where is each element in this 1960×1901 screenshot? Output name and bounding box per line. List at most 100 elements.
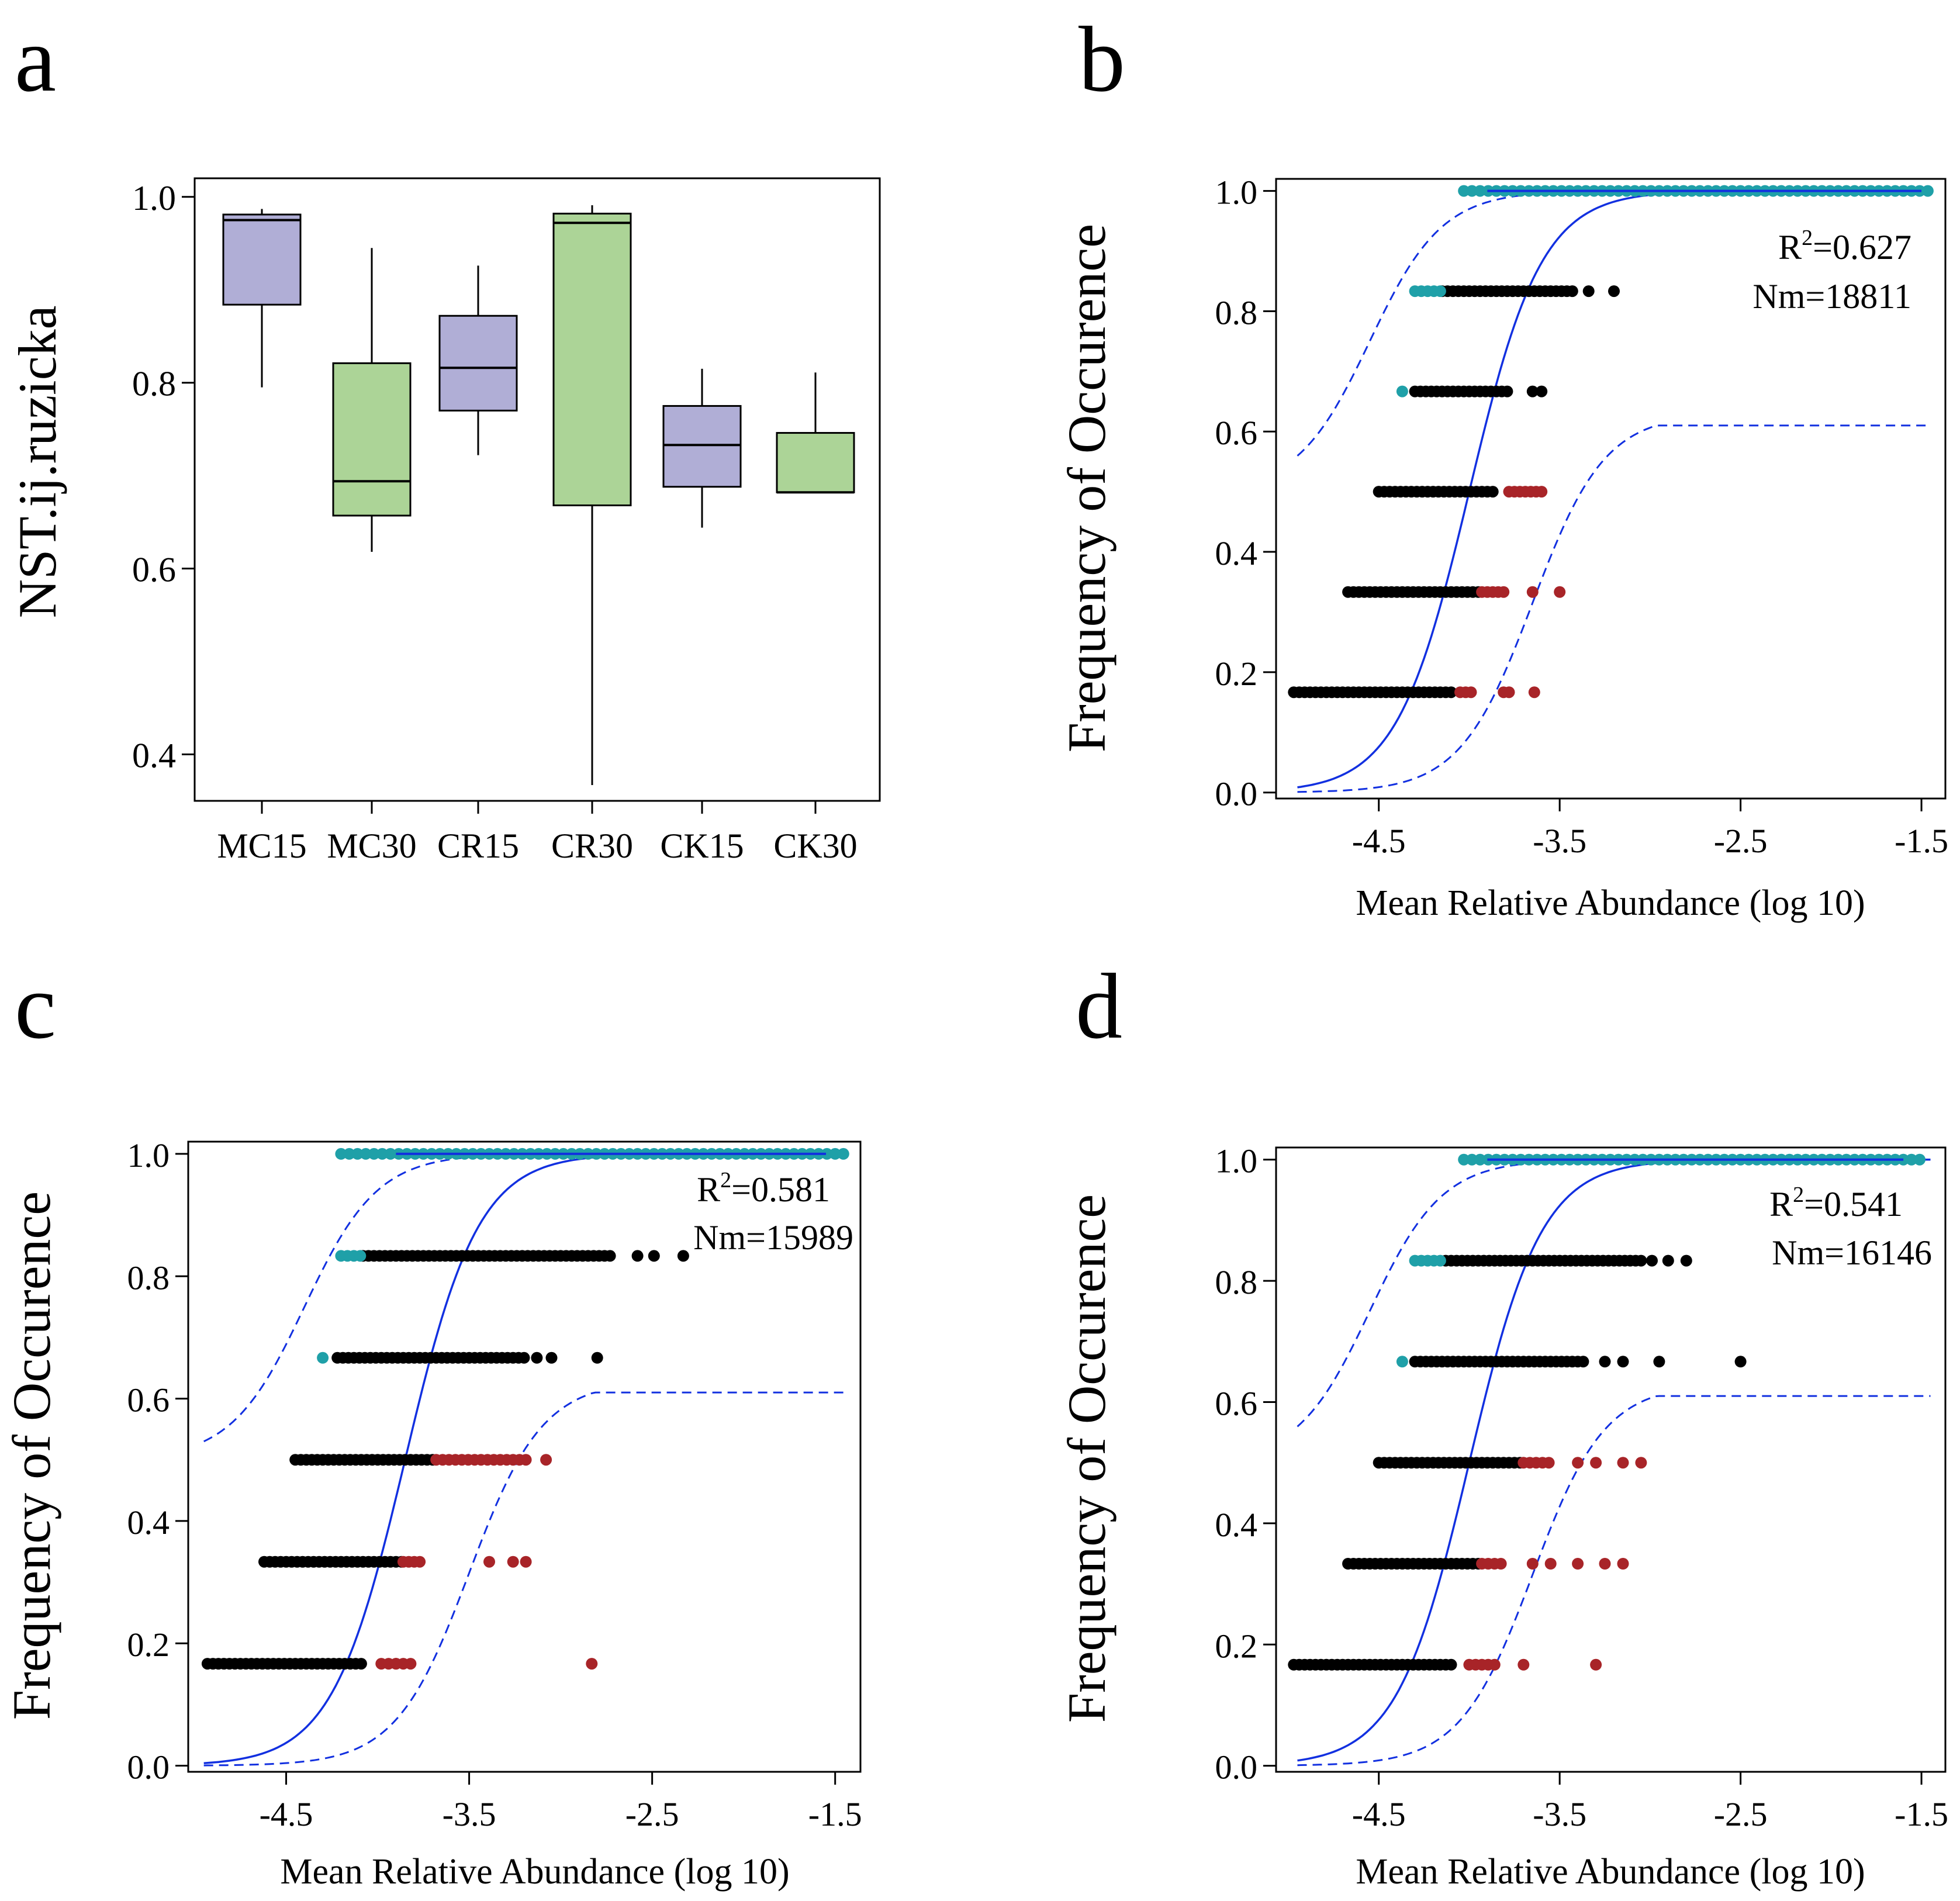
panel-d-x-tick-label: -3.5 [1533,1795,1586,1833]
point-cyan [1458,1153,1470,1166]
panel-b-r2-sup: 2 [1802,226,1813,250]
point-red [1572,1457,1584,1469]
panel-c-y-tick-label: 0.6 [127,1381,170,1419]
point-black [1653,1356,1665,1368]
panel-d-x-axis: -4.5 -3.5 -2.5 -1.5 [1352,1772,1948,1833]
panel-b-x-axis: -4.5 -3.5 -2.5 -1.5 [1352,799,1948,860]
point-red [1635,1457,1647,1469]
panel-b-y-tick-label: 0.8 [1215,293,1258,331]
panel-d-points [1288,1153,1926,1671]
point-cyan [837,1147,849,1160]
panel-d-y-axis: 0.0 0.2 0.4 0.6 0.8 1.0 [1215,1142,1276,1786]
panel-b-points [1288,185,1934,699]
point-cyan [821,1147,833,1160]
panel-c-r2: R2=0.581 [697,1168,830,1209]
point-red [1544,1558,1557,1570]
point-red [405,1658,417,1670]
panel-b-y-axis: 0.0 0.2 0.4 0.6 0.8 1.0 [1215,174,1276,813]
point-red [586,1658,598,1670]
panel-d-y-tick-label: 0.8 [1215,1263,1258,1301]
point-cyan [354,1250,367,1262]
point-cyan [1921,185,1934,197]
panel-d-x-tick-label: -4.5 [1352,1795,1406,1833]
panel-b-nm: Nm=18811 [1752,277,1911,316]
box-CK15 [662,405,742,488]
point-black [1608,285,1620,298]
point-red [1503,686,1515,699]
point-black [677,1250,689,1262]
panel-d-nm: Nm=16146 [1772,1233,1932,1272]
panel-a-y-label: NST.ij.ruzicka [8,306,67,618]
point-black [604,1250,616,1262]
panel-d-y-tick-label: 0.4 [1215,1506,1258,1544]
point-red [1590,1658,1602,1671]
point-black [1577,1356,1589,1368]
point-black [545,1352,558,1364]
panel-c-scatter: 0.0 0.2 0.4 0.6 0.8 1.0 -4.5 -3.5 -2.5 -1.5 R2=0… [2,1136,862,1892]
point-black [1536,385,1548,398]
point-cyan [1434,1254,1446,1267]
panel-a-frame [193,177,881,802]
panel-c-r2-prefix: R [697,1170,720,1209]
point-red [540,1454,552,1466]
panel-c-y-tick-label: 0.8 [127,1259,170,1297]
panel-a-x-tick-label: CR30 [551,827,633,865]
point-black [1617,1356,1629,1368]
panel-a-y-tick-label: 0.6 [132,551,176,589]
panel-a-y-axis: 0.4 0.6 0.8 1.0 [132,179,195,775]
point-red [1543,1457,1555,1469]
panel-label-d: d [1076,954,1122,1058]
point-red [1495,1558,1507,1570]
point-red [1536,486,1548,498]
panel-b-x-tick-label: -3.5 [1533,822,1586,860]
point-black [1566,285,1578,298]
panel-a-boxplot: 0.4 0.6 0.8 1.0 MC15 MC30 CR15 CR30 CK15 CK30 NS… [8,177,881,865]
point-cyan [335,1147,347,1160]
panel-d-r2-prefix: R [1769,1185,1793,1223]
point-black [355,1658,367,1670]
point-cyan [385,1147,396,1160]
point-cyan [1906,1153,1917,1166]
panel-b-r2-prefix: R [1778,228,1802,267]
panel-d-r2-value: =0.541 [1804,1185,1903,1223]
panel-label-b: b [1078,7,1125,111]
panel-c-y-tick-label: 0.4 [127,1503,170,1541]
point-cyan [1458,185,1470,197]
point-cyan [1396,1356,1408,1368]
panel-d-y-label: Frequency of Occurence [1057,1194,1116,1723]
panel-a-y-tick-label: 0.8 [132,365,176,403]
panel-a-y-tick-label: 0.4 [132,737,176,775]
panel-d-x-tick-label: -2.5 [1714,1795,1768,1833]
box-CR30 [552,212,632,507]
point-black [591,1352,603,1364]
box-MC30 [332,362,412,517]
point-black [1599,1356,1611,1368]
point-black [1646,1254,1658,1267]
point-red [390,1658,402,1670]
point-red [1617,1558,1629,1570]
fit-lower-bound [203,1391,845,1767]
panel-a-x-tick-label: CK30 [773,827,857,865]
point-black [1662,1254,1674,1267]
panel-c-y-tick-label: 1.0 [127,1136,170,1174]
point-cyan [343,1147,355,1160]
point-cyan [368,1147,380,1160]
point-red [483,1556,495,1568]
panel-d-r2: R2=0.541 [1769,1183,1903,1223]
panel-c-nm: Nm=15989 [693,1218,853,1257]
panel-d-y-tick-label: 0.6 [1215,1384,1258,1422]
panel-b-y-tick-label: 1.0 [1215,174,1258,212]
panel-b-y-tick-label: 0.6 [1215,414,1258,452]
panel-a-x-tick-label: CK15 [660,827,744,865]
point-red [1599,1558,1611,1570]
point-cyan [359,1147,372,1160]
point-black [531,1352,543,1364]
box-MC15 [222,213,302,306]
panel-c-r2-sup: 2 [720,1168,731,1193]
panel-d-scatter: 0.0 0.2 0.4 0.6 0.8 1.0 -4.5 -3.5 -2.5 -1.5 R2=0… [1057,1142,1948,1892]
point-black [1445,1658,1457,1671]
point-cyan [1466,185,1478,197]
panel-c-frame [187,1140,862,1773]
panel-c-x-axis: -4.5 -3.5 -2.5 -1.5 [260,1772,862,1833]
